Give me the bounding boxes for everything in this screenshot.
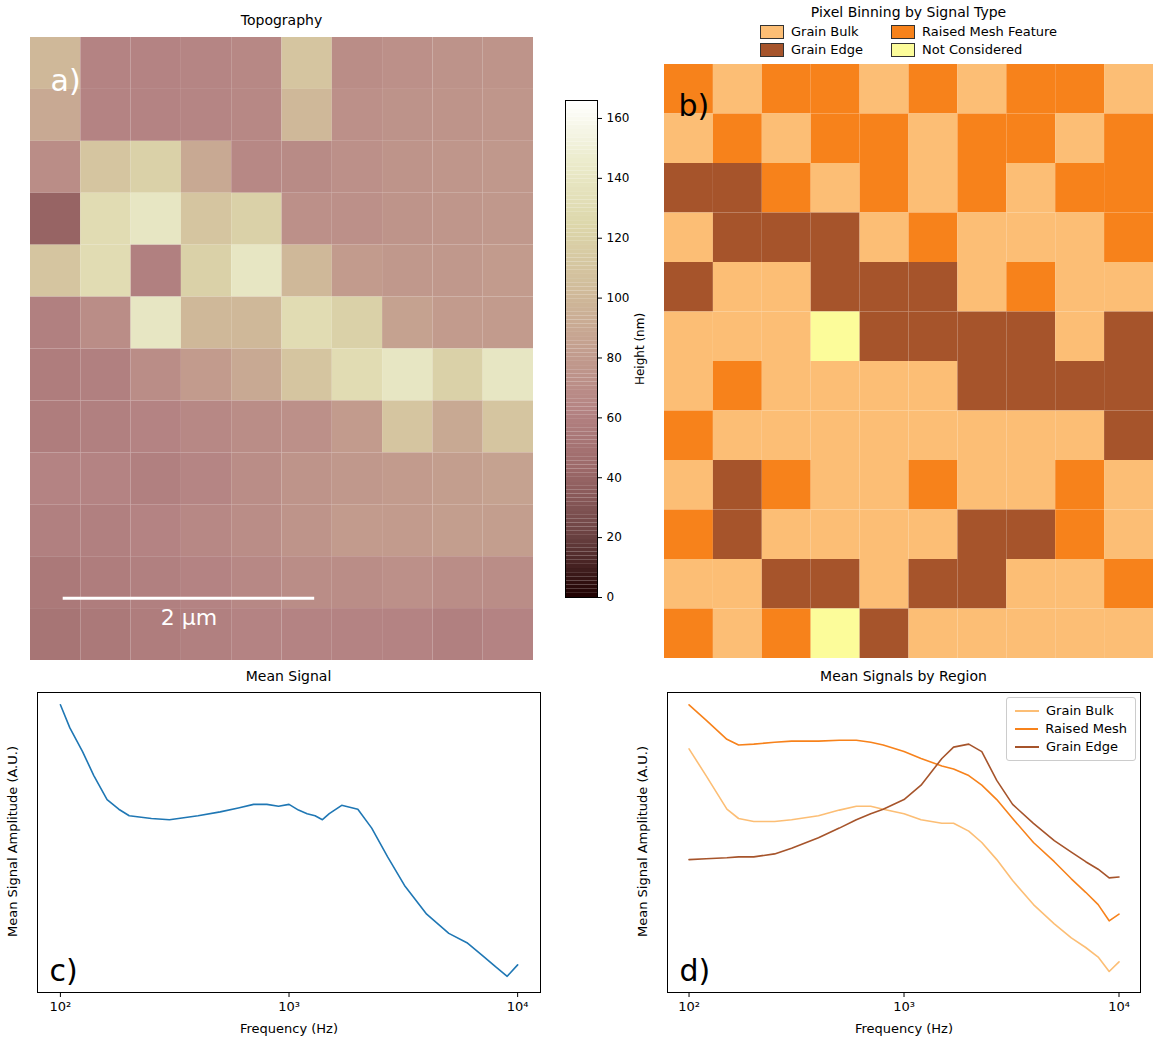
html-text:Grain Bulk: Grain Bulk xyxy=(791,24,859,39)
svg-text:10⁴: 10⁴ xyxy=(1108,999,1130,1014)
html-text:Pixel Binning by Signal Type: Pixel Binning by Signal Type xyxy=(810,4,1007,20)
svg-text:80: 80 xyxy=(607,351,622,365)
html-text:Raised Mesh: Raised Mesh xyxy=(1045,721,1127,736)
svg-text:10⁴: 10⁴ xyxy=(507,999,529,1014)
svg-text:0: 0 xyxy=(607,590,615,604)
html-text:Topography: Topography xyxy=(240,12,323,28)
svg-text:a): a) xyxy=(51,63,81,98)
html-text:Mean Signal Amplitude (A.U.): Mean Signal Amplitude (A.U.) xyxy=(4,746,20,937)
html-text:Raised Mesh Feature: Raised Mesh Feature xyxy=(922,24,1057,39)
svg-text:100: 100 xyxy=(607,291,630,305)
svg-text:Height (nm): Height (nm) xyxy=(633,313,647,385)
svg-text:b): b) xyxy=(679,88,710,123)
svg-text:120: 120 xyxy=(607,231,630,245)
html-text:Grain Edge: Grain Edge xyxy=(1046,739,1119,754)
svg-text:2 μm: 2 μm xyxy=(161,605,217,630)
html-text:Grain Bulk: Grain Bulk xyxy=(1046,703,1114,718)
svg-text:10²: 10² xyxy=(678,999,700,1014)
svg-text:10³: 10³ xyxy=(893,999,915,1014)
html-text:Not Considered: Not Considered xyxy=(922,42,1023,57)
svg-text:10²: 10² xyxy=(50,999,72,1014)
html-text:Mean Signal: Mean Signal xyxy=(245,668,332,684)
svg-text:160: 160 xyxy=(607,111,630,125)
svg-text:20: 20 xyxy=(607,530,622,544)
svg-text:Frequency (Hz): Frequency (Hz) xyxy=(855,1021,953,1036)
html-text:Grain Edge: Grain Edge xyxy=(791,42,864,57)
svg-text:c): c) xyxy=(50,953,78,988)
svg-text:40: 40 xyxy=(607,471,622,485)
html-text:Mean Signals by Region: Mean Signals by Region xyxy=(820,668,987,684)
svg-text:60: 60 xyxy=(607,411,622,425)
svg-text:10³: 10³ xyxy=(278,999,300,1014)
svg-text:d): d) xyxy=(680,953,711,988)
html-text:Mean Signal Amplitude (A.U.): Mean Signal Amplitude (A.U.) xyxy=(634,746,650,937)
svg-text:140: 140 xyxy=(607,171,630,185)
svg-text:Frequency (Hz): Frequency (Hz) xyxy=(240,1021,338,1036)
